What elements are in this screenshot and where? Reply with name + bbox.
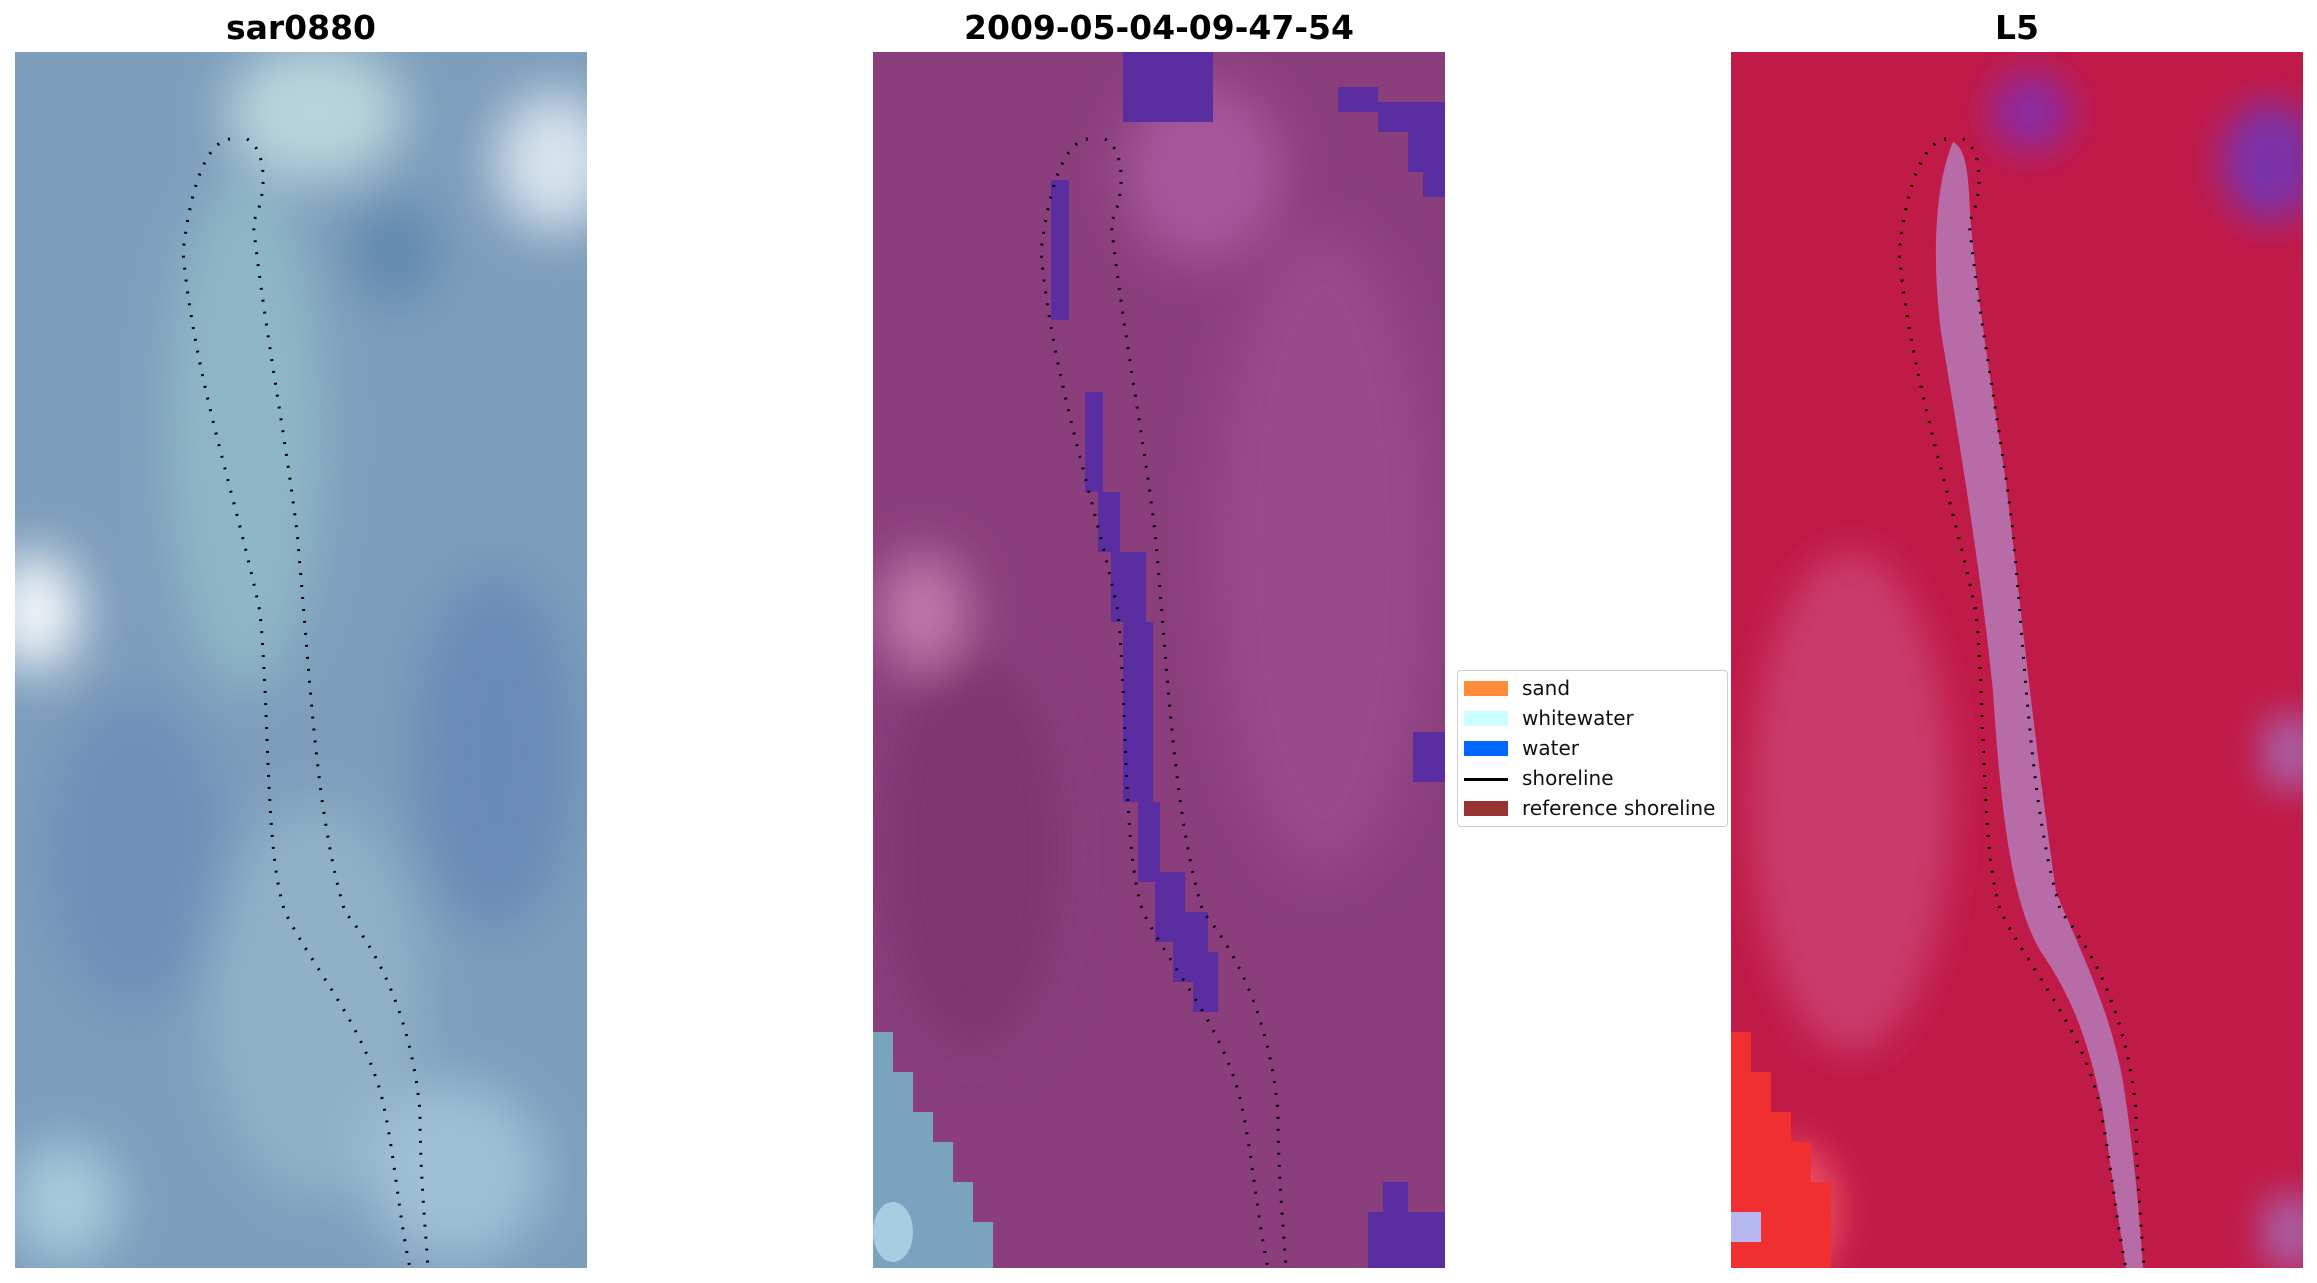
- shoreline-line-swatch: [1464, 778, 1508, 781]
- rgb-image-panel: [15, 52, 587, 1268]
- legend-label: reference shoreline: [1522, 796, 1716, 820]
- middle-panel-title: 2009-05-04-09-47-54: [964, 8, 1354, 47]
- rgb-image: [15, 52, 587, 1268]
- reference-shoreline-swatch: [1464, 801, 1508, 816]
- right-panel-title: L5: [1995, 8, 2039, 47]
- false-color-image: [1731, 52, 2303, 1268]
- classified-image: [873, 52, 1445, 1268]
- legend-item-reference-shoreline: reference shoreline: [1458, 793, 1727, 823]
- legend-item-shoreline: shoreline: [1458, 763, 1727, 793]
- whitewater-swatch: [1464, 711, 1508, 726]
- legend-label: shoreline: [1522, 766, 1614, 790]
- water-pixels: [1051, 52, 1445, 1268]
- sand-swatch: [1464, 681, 1508, 696]
- legend-item-sand: sand: [1458, 673, 1727, 703]
- classified-image-panel: [873, 52, 1445, 1268]
- left-panel-title: sar0880: [225, 8, 377, 47]
- legend-label: whitewater: [1522, 706, 1634, 730]
- legend-label: water: [1522, 736, 1579, 760]
- legend: sand whitewater water shoreline referenc…: [1457, 670, 1728, 827]
- false-color-panel: [1731, 52, 2303, 1268]
- water-swatch: [1464, 741, 1508, 756]
- legend-item-water: water: [1458, 733, 1727, 763]
- legend-label: sand: [1522, 676, 1571, 700]
- legend-item-whitewater: whitewater: [1458, 703, 1727, 733]
